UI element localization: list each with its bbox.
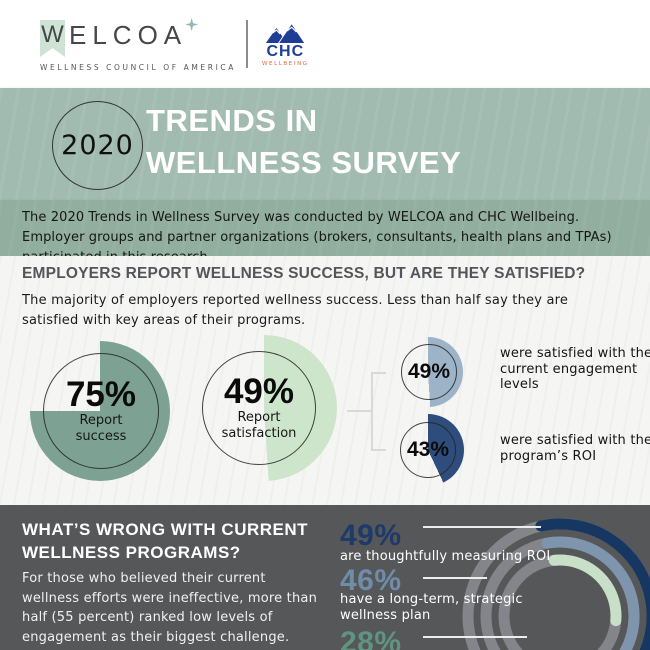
welcoa-w: W: [41, 21, 64, 48]
year-text: 2020: [61, 130, 134, 161]
bracket-line-bottom: [371, 449, 386, 451]
stat-28-line: [423, 636, 527, 638]
pie-success-label: Report success: [75, 413, 127, 444]
bracket-line-middle: [347, 410, 373, 412]
chc-logo: CHC WELLBEING: [262, 22, 309, 67]
chc-sub: WELLBEING: [261, 61, 309, 67]
roi-text: were satisfied with their program’s ROI: [500, 433, 650, 464]
pie-satisfaction-value: 49%: [223, 372, 295, 411]
section-body: The majority of employers reported welln…: [22, 293, 569, 328]
mountains-icon: [264, 22, 307, 44]
stat-46-caption: have a long-term, strategic wellness pla…: [340, 592, 523, 623]
pie-roi-outline: 43%: [400, 422, 456, 478]
satisfaction-section: EMPLOYERS REPORT WELLNESS SUCCESS, BUT A…: [0, 256, 650, 505]
title-line-1: TRENDS IN: [146, 103, 318, 138]
pie-success-value: 75%: [65, 375, 137, 414]
logo-row: W ELCOA WELLNESS COUNCIL OF AMERICA CHC …: [40, 18, 309, 72]
welcoa-letters: ELCOA: [69, 20, 188, 50]
section-heading: EMPLOYERS REPORT WELLNESS SUCCESS, BUT A…: [22, 265, 586, 282]
welcoa-logo: W ELCOA WELLNESS COUNCIL OF AMERICA: [40, 18, 236, 72]
ring-arc-plan: [480, 536, 640, 650]
welcoa-pennant-icon: W: [40, 20, 65, 57]
engagement-text: were satisfied with their current engage…: [500, 346, 650, 392]
welcoa-tagline: WELLNESS COUNCIL OF AMERICA: [40, 63, 236, 72]
bracket-line-vertical: [371, 373, 373, 451]
title-line-2: WELLNESS SURVEY: [146, 145, 462, 180]
stat-49-line: [423, 526, 541, 528]
intro-strip: The 2020 Trends in Wellness Survey was c…: [0, 200, 650, 265]
ring-arc-third: [498, 554, 622, 650]
stat-49-caption: are thoughtfully measuring ROI: [340, 549, 551, 564]
roi-value: 43%: [406, 438, 450, 461]
engagement-value: 49%: [407, 360, 451, 383]
page-title: TRENDS IN WELLNESS SURVEY: [146, 100, 461, 184]
pie-engagement-outline: 49%: [401, 344, 457, 400]
stat-49-value: 49%: [340, 519, 402, 552]
problems-body: For those who believed their current wel…: [22, 571, 318, 650]
pie-report-success-outline: 75% Report success: [43, 353, 159, 469]
bracket-line-top: [371, 372, 386, 374]
year-badge: 2020: [52, 101, 143, 190]
hero-band: 2020 TRENDS IN WELLNESS SURVEY: [0, 88, 650, 200]
header: W ELCOA WELLNESS COUNCIL OF AMERICA CHC …: [0, 0, 650, 88]
pie-report-satisfaction-outline: 49% Report satisfaction: [202, 351, 316, 465]
stat-46-value: 46%: [340, 564, 402, 597]
stat-28-value: 28%: [340, 626, 402, 650]
problems-section: WHAT’S WRONG WITH CURRENT WELLNESS PROGR…: [0, 505, 650, 650]
logo-divider: [245, 20, 248, 68]
problems-heading: WHAT’S WRONG WITH CURRENT WELLNESS PROGR…: [22, 520, 309, 562]
pie-satisfaction-label: Report satisfaction: [221, 410, 297, 441]
chc-name: CHC: [266, 43, 305, 60]
stat-46-line: [423, 577, 487, 579]
welcoa-wordmark: W ELCOA: [40, 18, 236, 57]
